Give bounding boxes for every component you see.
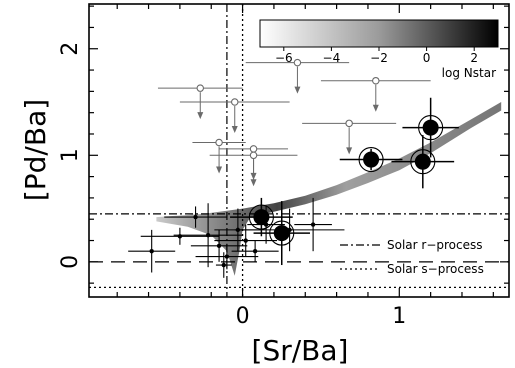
upper-limit-point [196,84,205,92]
upper-limit-point [230,98,239,106]
large-data-point [414,153,431,170]
small-data-point [310,222,316,227]
colorbar-gradient-box [259,19,499,48]
upper-limit-point [215,138,223,147]
large-data-point [422,119,439,136]
small-data-point [243,238,248,243]
legend-label: Solar s−process [387,262,484,276]
large-data-point [253,209,270,226]
colorbar-tick-label: −4 [323,51,341,65]
y-tick-label: 0 [58,255,83,269]
clipped-content [89,4,509,297]
y-tick-label: 1 [58,148,83,162]
x-tick-label: 1 [392,304,406,329]
model-density-band [156,102,502,276]
axes: [Sr/Ba] [Pd/Ba] 0 1 0 1 2 [19,3,510,367]
small-data-point [205,233,211,238]
plot-area [89,4,509,297]
upper-limit-point [249,145,258,153]
large-point-ring [418,115,444,141]
small-data-point [252,248,258,254]
upper-limit-point [293,58,302,67]
colorbar-label: log Nstar [442,66,496,80]
colorbar-tick-label: 0 [423,51,431,65]
small-data-point [221,262,226,268]
small-data-point [224,254,230,259]
upper-limit-arrowhead [294,86,301,94]
small-data-point [216,243,222,249]
x-axis-title: [Sr/Ba] [252,334,349,367]
upper-limit-arrowhead [372,104,379,112]
upper-limit-arrowhead [250,179,257,187]
upper-limit-arrowhead [197,112,204,120]
large-point-ring [269,220,295,246]
colorbar-tick-label: −6 [275,51,293,65]
colorbar-tick-label: 2 [470,51,478,65]
large-data-point [363,151,380,168]
upper-limit-arrowhead [231,126,238,134]
y-tick-label: 2 [58,42,83,56]
legend: Solar r−process Solar s−process [340,238,484,276]
large-data-point [273,225,290,242]
large-point-ring [410,149,436,175]
upper-limit-arrowhead [346,147,353,155]
upper-limit-arrowhead [216,166,223,174]
legend-label: Solar r−process [387,238,483,252]
colorbar-tick-label: −2 [370,51,388,65]
large-point-ring [248,204,274,230]
y-axis-title: [Pd/Ba] [19,99,52,201]
small-data-point [193,214,198,220]
small-data-point [149,248,154,254]
upper-limit-point [249,151,258,160]
large-point-ring [358,147,384,173]
upper-limit-point [345,119,353,128]
upper-limit-point [372,76,380,85]
x-tick-label: 0 [236,304,250,329]
axes-frame [88,3,510,298]
